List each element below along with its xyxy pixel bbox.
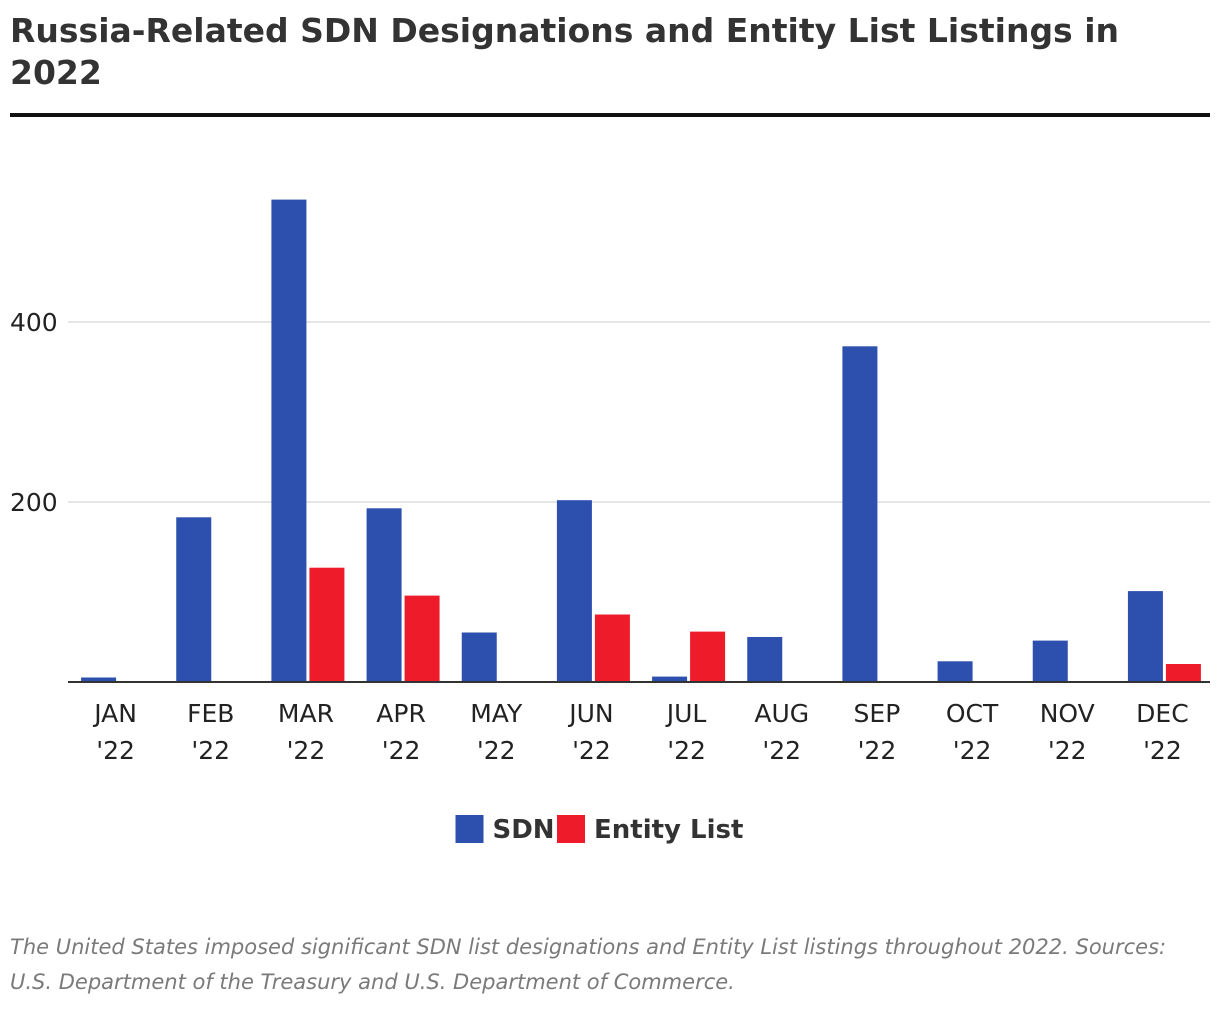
bar-sdn bbox=[366, 508, 402, 682]
bar-entity-list bbox=[594, 614, 630, 682]
x-tick-label: '22 bbox=[762, 736, 801, 765]
x-tick-label: '22 bbox=[477, 736, 516, 765]
bar-sdn bbox=[652, 676, 688, 682]
bar-sdn bbox=[556, 500, 592, 682]
x-tick-label: FEB bbox=[187, 699, 234, 728]
x-tick-label: JUN bbox=[567, 699, 613, 728]
bar-sdn bbox=[937, 661, 973, 682]
chart-caption: The United States imposed significant SD… bbox=[10, 935, 1167, 994]
bar-sdn bbox=[1032, 640, 1068, 682]
bar-entity-list bbox=[309, 567, 345, 682]
bar-sdn bbox=[271, 199, 307, 682]
x-tick-label: SEP bbox=[854, 699, 901, 728]
x-tick-label: '22 bbox=[1143, 736, 1182, 765]
legend-swatch bbox=[557, 815, 585, 843]
bar-sdn bbox=[176, 517, 212, 682]
x-tick-label: '22 bbox=[1048, 736, 1087, 765]
x-tick-label: DEC bbox=[1136, 699, 1189, 728]
x-tick-label: '22 bbox=[191, 736, 230, 765]
bar-entity-list bbox=[690, 631, 726, 682]
y-tick-label: 200 bbox=[10, 488, 58, 517]
bar-entity-list bbox=[404, 595, 440, 682]
x-tick-label: '22 bbox=[953, 736, 992, 765]
title-divider bbox=[10, 113, 1210, 117]
x-tick-label: '22 bbox=[667, 736, 706, 765]
x-tick-label: APR bbox=[376, 699, 426, 728]
bar-entity-list bbox=[1165, 664, 1201, 682]
x-tick-label: '22 bbox=[287, 736, 326, 765]
bar-sdn bbox=[747, 637, 783, 682]
x-tick-label: MAY bbox=[470, 699, 523, 728]
legend-label: SDN bbox=[493, 815, 555, 845]
x-tick-label: JUL bbox=[665, 699, 707, 728]
x-tick-label: AUG bbox=[754, 699, 809, 728]
bar-chart: 200 400 JAN '22 FEB '22 MAR '22 APR '22 MAY '22 JUN '… bbox=[10, 199, 1210, 845]
bar-sdn bbox=[1127, 591, 1163, 682]
x-tick-label: MAR bbox=[278, 699, 334, 728]
x-tick-label: NOV bbox=[1040, 699, 1095, 728]
x-tick-label: '22 bbox=[96, 736, 135, 765]
bar-sdn bbox=[842, 346, 878, 682]
bar-sdn bbox=[81, 677, 117, 682]
x-tick-label: '22 bbox=[858, 736, 897, 765]
x-tick-label: '22 bbox=[382, 736, 421, 765]
x-tick-label: JAN bbox=[92, 699, 137, 728]
legend-swatch bbox=[455, 815, 484, 843]
bar-sdn bbox=[461, 632, 497, 682]
chart-title: Russia-Related SDN Designations and Enti… bbox=[10, 11, 1119, 92]
y-tick-label: 400 bbox=[10, 308, 58, 337]
legend-label: Entity List bbox=[594, 815, 743, 845]
x-tick-label: OCT bbox=[946, 699, 999, 728]
x-tick-label: '22 bbox=[572, 736, 611, 765]
